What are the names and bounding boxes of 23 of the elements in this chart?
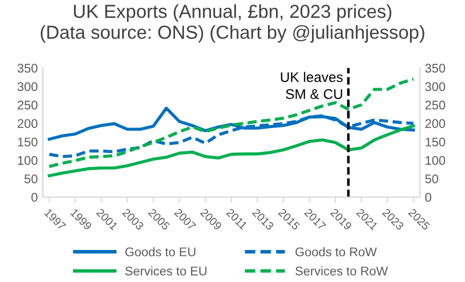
y2-tick-label: 0 [425, 192, 432, 202]
legend-label: Services to EU [125, 266, 206, 276]
y-tick-label: 250 [18, 100, 38, 110]
y-tick-label: 350 [18, 64, 38, 73]
line-series [48, 124, 415, 178]
y-tick-label: 0 [31, 192, 38, 202]
y-tick-label: 50 [24, 174, 38, 184]
y2-tick-label: 50 [425, 174, 438, 184]
y2-tick-label: 100 [426, 156, 446, 165]
chart-title: UK Exports (Annual, £bn, 2023 prices) (Data source: ONS) (Chart by @julianhjessop) [40, 4, 424, 43]
y2-tick-label: 150 [426, 138, 446, 146]
y2-tick-label: 250 [425, 100, 446, 110]
y-tick-label: 200 [18, 119, 38, 128]
legend-label: Services to RoW [295, 266, 388, 276]
y2-tick-label: 200 [425, 119, 446, 128]
y-tick-label: 300 [18, 82, 38, 92]
y-tick-label: 150 [18, 138, 38, 146]
y2-tick-label: 300 [425, 82, 446, 92]
y-tick-label: 100 [18, 156, 38, 165]
legend-label: Goods to RoW [296, 247, 377, 256]
y2-tick-label: 350 [425, 64, 446, 73]
legend-label: Goods to EU [125, 247, 196, 256]
ref-line-label: UK leaves SM & CU [280, 72, 343, 100]
